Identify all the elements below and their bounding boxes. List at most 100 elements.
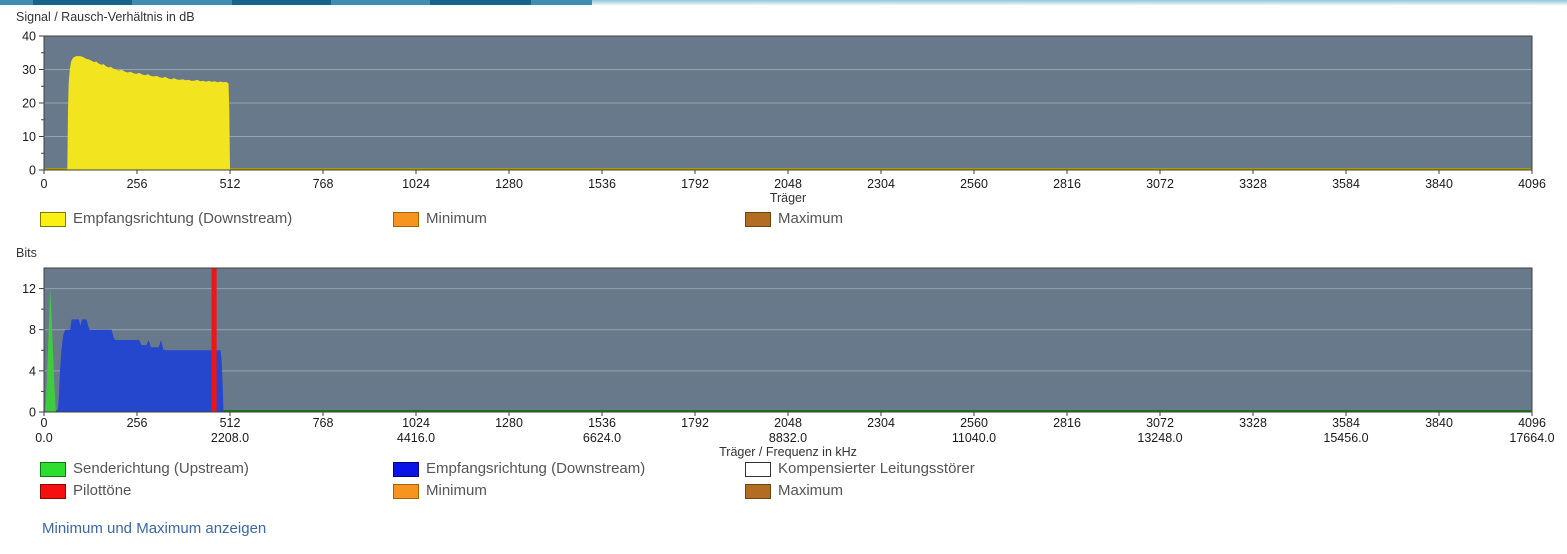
x-tick-label: 3840 [1425,416,1453,430]
legend-item: Senderichtung (Upstream) [40,460,249,478]
legend-item: Empfangsrichtung (Downstream) [40,210,292,228]
show-min-max-link[interactable]: Minimum und Maximum anzeigen [42,520,267,537]
x-freq-label: 2208.0 [211,431,249,445]
legend-swatch [40,461,66,477]
legend-swatch [393,211,419,227]
tab-bar-remainder [592,0,1567,5]
tab-remnant [132,0,232,5]
series-area [57,319,224,412]
y-tick-label: 0 [29,406,36,420]
bits-chart-title: Bits [16,246,37,260]
x-tick-label: 2304 [867,177,895,191]
x-tick-label: 768 [313,177,334,191]
tab-remnant [33,0,132,5]
legend-label: Pilottöne [73,482,132,499]
pilot-tone-band [211,268,217,412]
x-tick-label: 512 [220,177,241,191]
x-tick-label: 0 [41,177,48,191]
x-axis-title: Träger / Frequenz in kHz [719,445,857,459]
x-tick-label: 3072 [1146,177,1174,191]
x-tick-label: 2560 [960,416,988,430]
legend-item: Kompensierter Leitungsstörer [745,460,975,478]
x-freq-label: 0.0 [35,431,52,445]
x-tick-label: 3584 [1332,177,1360,191]
x-tick-label: 1792 [681,177,709,191]
legend-label: Empfangsrichtung (Downstream) [426,460,646,477]
x-tick-label: 1280 [495,416,523,430]
legend-item: Minimum [393,210,487,228]
x-tick-label: 512 [220,416,241,430]
y-tick-label: 20 [22,97,36,111]
y-tick-label: 10 [22,130,36,144]
x-freq-label: 17664.0 [1509,431,1554,445]
x-tick-label: 2304 [867,416,895,430]
x-axis-title: Träger [770,191,806,205]
x-tick-label: 256 [127,416,148,430]
legend-swatch [745,461,771,477]
x-tick-label: 2048 [774,416,802,430]
legend-swatch [745,483,771,499]
x-tick-label: 4096 [1518,177,1546,191]
legend-item: Maximum [745,482,843,500]
legend-label: Maximum [778,210,844,227]
x-tick-label: 2560 [960,177,988,191]
snr-chart-title: Signal / Rausch-Verhältnis in dB [16,10,195,24]
legend-item: Maximum [745,210,843,228]
legend-label: Kompensierter Leitungsstörer [778,460,975,477]
legend-swatch [40,483,66,499]
legend-swatch [40,211,66,227]
x-tick-label: 768 [313,416,334,430]
y-tick-label: 8 [29,323,36,337]
y-tick-label: 0 [29,164,36,178]
x-tick-label: 4096 [1518,416,1546,430]
y-tick-label: 12 [22,282,36,296]
x-tick-label: 1536 [588,177,616,191]
legend-label: Empfangsrichtung (Downstream) [73,210,293,227]
x-tick-label: 1792 [681,416,709,430]
x-freq-label: 6624.0 [583,431,621,445]
series-area [45,288,56,412]
x-tick-label: 256 [127,177,148,191]
x-tick-label: 1024 [402,416,430,430]
legend-label: Minimum [426,210,487,227]
tab-remnant [232,0,331,5]
x-tick-label: 1024 [402,177,430,191]
x-tick-label: 2048 [774,177,802,191]
x-freq-label: 8832.0 [769,431,807,445]
plot-area [44,268,1532,412]
tab-remnant [331,0,430,5]
legend-item: Empfangsrichtung (Downstream) [393,460,645,478]
bits-chart-canvas: 0 4 8 12 0 256 512 768 1024 1280 1536 1792 2048 2304 2… [22,267,1555,459]
x-freq-label: 11040.0 [952,431,996,445]
x-tick-label: 3072 [1146,416,1174,430]
x-tick-label: 2816 [1053,177,1081,191]
x-tick-label: 1536 [588,416,616,430]
x-freq-label: 15456.0 [1323,431,1368,445]
legend-swatch [745,211,771,227]
x-tick-label: 1280 [495,177,523,191]
tab-remnant [0,0,33,5]
x-tick-label: 2816 [1053,416,1081,430]
legend-item: Pilottöne [40,482,131,500]
legend-label: Senderichtung (Upstream) [73,460,249,477]
x-tick-label: 3584 [1332,416,1360,430]
legend-swatch [393,483,419,499]
y-tick-label: 4 [29,364,36,378]
legend-label: Maximum [778,482,844,499]
x-tick-label: 3328 [1239,177,1267,191]
legend-label: Minimum [426,482,487,499]
top-tab-strip [0,0,1567,5]
snr-chart-canvas: 0 10 20 30 40 0 256 512 768 1024 1280 1536 1792 2048 2… [22,30,1546,206]
tab-remnant [430,0,531,5]
x-tick-label: 3840 [1425,177,1453,191]
y-tick-label: 30 [22,63,36,77]
y-tick-label: 40 [22,30,36,44]
legend-item: Minimum [393,482,487,500]
series-area [67,56,230,170]
x-tick-label: 3328 [1239,416,1267,430]
x-freq-label: 13248.0 [1137,431,1182,445]
tab-remnant [531,0,592,5]
x-freq-label: 4416.0 [397,431,435,445]
x-tick-label: 0 [41,416,48,430]
